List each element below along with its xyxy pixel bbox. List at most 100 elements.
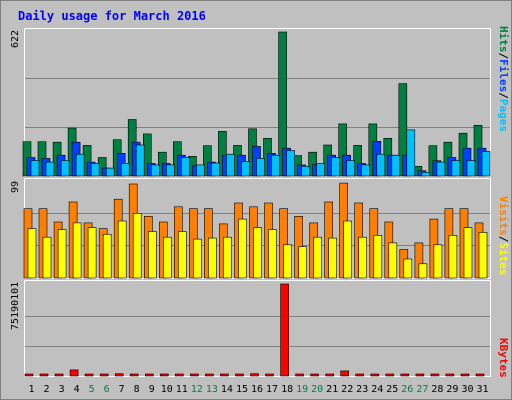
pages-bar-11 [181, 157, 190, 177]
visits-ymax-label: 99 [10, 181, 21, 193]
x-tick-12: 12 [191, 384, 203, 395]
sites-bar-1 [27, 228, 37, 279]
files-legend-entry: Files [497, 59, 510, 92]
pages-bar-18 [286, 150, 295, 177]
x-tick-25: 25 [386, 384, 398, 395]
kbytes-bar-10 [160, 373, 169, 377]
pages-bar-27 [421, 172, 431, 177]
sites-bar-22 [343, 220, 353, 279]
pages-bar-29 [451, 160, 461, 177]
sites-bar-11 [178, 231, 187, 279]
pages-bar-17 [271, 154, 280, 177]
x-tick-7: 7 [119, 384, 125, 395]
x-tick-19: 19 [296, 384, 308, 395]
x-tick-28: 28 [431, 384, 443, 395]
sites-bar-26 [403, 258, 413, 279]
kbytes-bar-9 [145, 373, 154, 377]
kbytes-bar-24 [370, 373, 380, 377]
x-tick-31: 31 [476, 384, 488, 395]
sites-bar-27 [418, 263, 428, 279]
pages-bar-20 [316, 163, 325, 177]
kbytes-bar-6 [99, 373, 109, 377]
pages-bar-22 [346, 160, 356, 177]
x-tick-14: 14 [221, 384, 233, 395]
pages-bar-31 [481, 151, 491, 177]
kbytes-bar-28 [430, 373, 440, 377]
hits-ymax-label: 622 [10, 30, 21, 48]
kbytes-bar-5 [84, 373, 94, 377]
sites-legend-entry: Sites [497, 242, 510, 275]
hits-legend: Hits/Files/Pages [497, 26, 510, 132]
sites-bar-21 [328, 237, 338, 279]
kbytes-bar-7 [114, 373, 124, 377]
chart-title: Daily usage for March 2016 [18, 9, 206, 23]
kbytes-bar-25 [385, 373, 395, 377]
sites-bar-29 [448, 235, 458, 279]
kbytes-bar-29 [445, 373, 455, 377]
kbytes-bar-18 [280, 283, 289, 377]
kbytes-bar-31 [475, 373, 485, 377]
sites-bar-6 [102, 234, 112, 279]
legend-separator: / [497, 92, 510, 99]
pages-bar-21 [331, 157, 341, 177]
pages-bar-4 [75, 153, 85, 177]
sites-bar-12 [193, 238, 202, 279]
x-tick-22: 22 [341, 384, 353, 395]
sites-bar-28 [433, 244, 443, 279]
kbytes-bar-13 [205, 373, 214, 377]
kbytes-legend: KBytes [497, 338, 510, 378]
x-axis-ticks: 1 2 3 4 5 6 7 8 9 10 11 12 13 14 15 16 17 18 19 20 21 22 23 24 2… [28, 384, 488, 395]
kbytes-bar-17 [265, 373, 274, 377]
legend-separator: / [497, 236, 510, 243]
legends: Hits/Files/Pages Visits/Sites KBytes [497, 26, 510, 378]
kbytes-bar-8 [129, 373, 139, 377]
sites-bar-8 [132, 213, 142, 279]
sites-bar-24 [373, 235, 383, 279]
sites-bar-14 [223, 236, 232, 279]
pages-bar-28 [436, 161, 446, 177]
pages-bar-6 [105, 167, 115, 177]
legend-separator: / [497, 53, 510, 60]
sites-bar-30 [463, 227, 473, 279]
pages-bar-13 [211, 162, 220, 177]
kbytes-bar-15 [235, 373, 244, 377]
kbytes-bar-21 [325, 373, 335, 377]
x-tick-18: 18 [281, 384, 293, 395]
kbytes-bar-1 [24, 373, 34, 377]
pages-bar-8 [135, 144, 145, 177]
x-tick-17: 17 [266, 384, 278, 395]
kbytes-bar-19 [295, 373, 304, 377]
pages-bar-19 [301, 166, 310, 177]
kbytes-bar-12 [190, 373, 199, 377]
x-tick-8: 8 [134, 384, 140, 395]
x-tick-4: 4 [74, 384, 80, 395]
x-tick-15: 15 [236, 384, 248, 395]
x-tick-23: 23 [356, 384, 368, 395]
pages-bar-9 [151, 164, 160, 177]
sites-bar-17 [268, 229, 277, 279]
pages-bar-12 [196, 164, 205, 177]
sites-bar-3 [57, 229, 67, 279]
kbytes-bar-2 [39, 373, 49, 377]
pages-bar-23 [361, 164, 371, 177]
pages-bar-3 [60, 160, 70, 177]
sites-bar-9 [148, 231, 157, 279]
pages-bar-1 [30, 160, 40, 177]
pages-bar-25 [391, 154, 401, 177]
pages-bar-14 [226, 153, 235, 177]
sites-bar-20 [313, 236, 322, 279]
hits-legend-entry: Hits [497, 26, 510, 53]
sites-bar-7 [117, 220, 127, 279]
x-tick-27: 27 [416, 384, 428, 395]
kbytes-bar-20 [310, 373, 319, 377]
x-tick-1: 1 [28, 384, 34, 395]
bars [22, 31, 491, 377]
visits-legend: Visits/Sites [497, 196, 510, 276]
x-tick-5: 5 [89, 384, 95, 395]
sites-bar-31 [478, 232, 488, 279]
panel-kbytes [24, 280, 491, 377]
kbytes-bar-3 [54, 373, 64, 377]
sites-bar-23 [358, 236, 368, 279]
kbytes-bar-26 [400, 373, 410, 377]
pages-bar-30 [466, 160, 476, 177]
